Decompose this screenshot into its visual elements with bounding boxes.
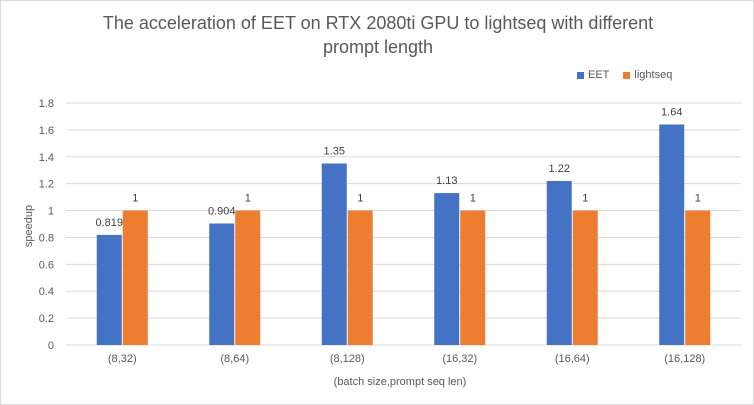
x-tick-label: (16,64) — [555, 353, 590, 365]
y-tick-label: 1.4 — [39, 152, 54, 164]
bar-eet — [209, 223, 235, 345]
chart-title: The acceleration of EET on RTX 2080ti GP… — [102, 13, 654, 57]
y-tick-label: 0.6 — [39, 259, 54, 271]
y-axis-label: speedup — [23, 205, 35, 247]
data-label-eet: 0.819 — [95, 217, 123, 229]
bar-lightseq — [122, 210, 148, 345]
data-labels: 0.819 1 0.904 1 1.35 1 1.13 1 1.22 1 1.64 1 — [95, 107, 700, 229]
data-label-lightseq: 1 — [470, 193, 476, 205]
x-tick-label: (16,32) — [442, 353, 477, 365]
x-tick-label: (8,32) — [108, 353, 137, 365]
y-tick-label: 1 — [48, 206, 54, 218]
data-label-eet: 1.35 — [324, 146, 345, 158]
x-tick-label: (16,128) — [664, 353, 705, 365]
bar-eet — [659, 124, 685, 345]
y-tick-label: 1.2 — [39, 179, 54, 191]
legend-item-lightseq: lightseq — [623, 69, 672, 81]
bar-lightseq — [347, 210, 373, 345]
y-tick-label: 0 — [48, 340, 54, 352]
x-axis-label: (batch size,prompt seq len) — [334, 376, 467, 388]
bar-lightseq — [460, 210, 486, 345]
data-label-lightseq: 1 — [357, 193, 363, 205]
y-tick-label: 0.8 — [39, 232, 54, 244]
data-label-lightseq: 1 — [582, 193, 588, 205]
data-label-lightseq: 1 — [695, 193, 701, 205]
bar-lightseq — [572, 210, 598, 345]
legend-label-lightseq: lightseq — [634, 69, 673, 81]
x-tick-label: (8,64) — [220, 353, 249, 365]
data-label-lightseq: 1 — [245, 193, 251, 205]
x-tick-labels: (8,32) (8,64) (8,128) (16,32) (16,64) (16,128… — [108, 353, 705, 365]
y-tick-label: 0.2 — [39, 313, 54, 325]
y-tick-labels: 0 0.2 0.4 0.6 0.8 1 1.2 1.4 1.6 1.8 — [39, 98, 54, 352]
bars — [96, 124, 711, 345]
bar-lightseq — [235, 210, 261, 345]
x-tick-label: (8,128) — [330, 353, 365, 365]
data-label-eet: 1.13 — [436, 175, 457, 187]
data-label-eet: 0.904 — [208, 205, 236, 217]
y-tick-label: 0.4 — [39, 286, 54, 298]
bar-eet — [434, 193, 460, 345]
bar-eet — [546, 180, 572, 345]
y-tick-label: 1.8 — [39, 98, 54, 110]
bar-eet — [96, 234, 122, 345]
data-label-lightseq: 1 — [132, 193, 138, 205]
bar-eet — [321, 163, 347, 345]
bar-lightseq — [685, 210, 711, 345]
data-label-eet: 1.22 — [549, 163, 570, 175]
data-label-eet: 1.64 — [661, 107, 682, 119]
legend-swatch-eet — [577, 71, 584, 79]
gridlines — [66, 102, 741, 346]
legend-label-eet: EET — [588, 69, 610, 81]
legend-item-eet: EET — [577, 69, 609, 81]
legend-swatch-lightseq — [623, 71, 631, 79]
legend: EET lightseq — [577, 69, 672, 81]
y-tick-label: 1.6 — [39, 125, 54, 137]
